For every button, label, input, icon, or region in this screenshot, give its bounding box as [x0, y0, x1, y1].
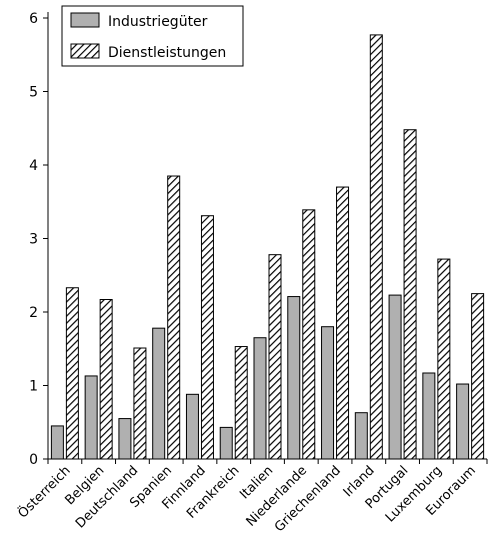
y-tick-label: 2 — [29, 305, 38, 321]
legend-label-industriegueter: Industriegüter — [108, 14, 208, 30]
bar-dienstleistungen — [99, 299, 113, 460]
bar-industriegueter — [456, 383, 470, 460]
bar-industriegueter — [354, 412, 368, 460]
bar-dienstleistungen — [268, 254, 282, 460]
bar-dienstleistungen — [336, 186, 350, 460]
bar-industriegueter — [422, 372, 436, 460]
bar-dienstleistungen — [234, 346, 248, 460]
bar-industriegueter — [185, 393, 199, 460]
y-tick-label: 6 — [29, 11, 38, 27]
y-tick-label: 0 — [29, 452, 38, 468]
legend-swatch-industriegueter — [70, 12, 100, 28]
bar-industriegueter — [321, 326, 335, 460]
x-axis: ÖsterreichBelgienDeutschlandSpanienFinnl… — [14, 458, 488, 535]
bar-dienstleistungen — [167, 175, 181, 460]
y-tick-label: 1 — [29, 379, 38, 395]
legend: Industriegüter Dienstleistungen — [61, 5, 244, 67]
x-tick-label: Österreich — [14, 462, 74, 522]
bar-industriegueter — [152, 327, 166, 460]
bar-industriegueter — [50, 425, 64, 460]
bar-dienstleistungen — [471, 293, 485, 460]
legend-swatch-dienstleistungen — [70, 43, 100, 59]
bar-dienstleistungen — [65, 287, 79, 460]
bar-dienstleistungen — [403, 129, 417, 460]
y-tick-label: 3 — [29, 232, 38, 248]
bar-dienstleistungen — [133, 347, 147, 460]
y-tick-label: 4 — [29, 158, 38, 174]
bar-dienstleistungen — [302, 209, 316, 460]
y-axis: 0 1 2 3 4 5 6 — [29, 11, 49, 468]
bar-industriegueter — [219, 426, 233, 460]
bar-industriegueter — [84, 375, 98, 460]
bar-industriegueter — [253, 337, 267, 460]
bar-dienstleistungen — [437, 258, 451, 460]
bars — [50, 34, 485, 460]
bar-dienstleistungen — [200, 215, 214, 460]
legend-label-dienstleistungen: Dienstleistungen — [108, 45, 226, 61]
bar-industriegueter — [388, 294, 402, 460]
bar-dienstleistungen — [369, 34, 383, 460]
bar-industriegueter — [287, 296, 301, 460]
y-tick-label: 5 — [29, 85, 38, 101]
bar-industriegueter — [118, 418, 132, 460]
